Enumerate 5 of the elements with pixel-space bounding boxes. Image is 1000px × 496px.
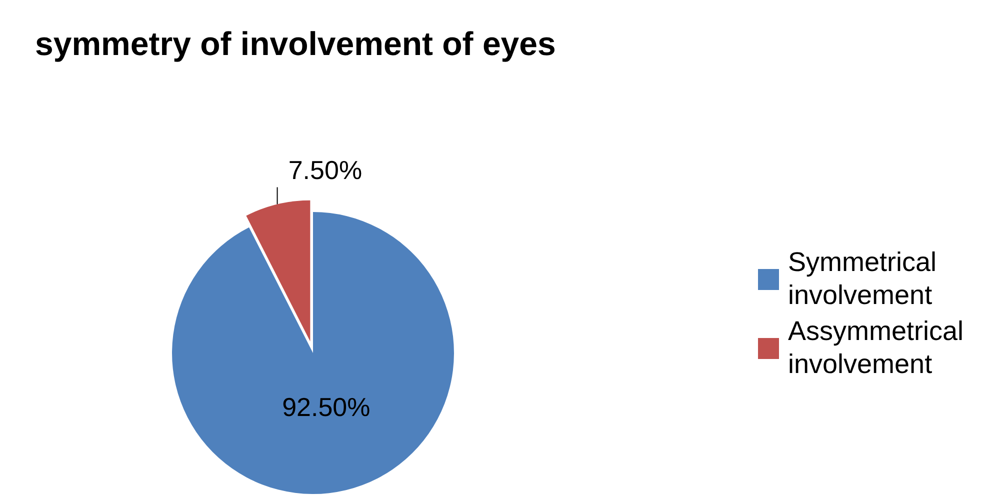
chart-title: symmetry of involvement of eyes [35, 25, 556, 62]
legend-label: Assymmetrical involvement [788, 316, 964, 379]
data-label: 92.50% [282, 392, 370, 422]
legend-label: Symmetrical involvement [788, 247, 937, 310]
data-label: 7.50% [288, 155, 362, 186]
